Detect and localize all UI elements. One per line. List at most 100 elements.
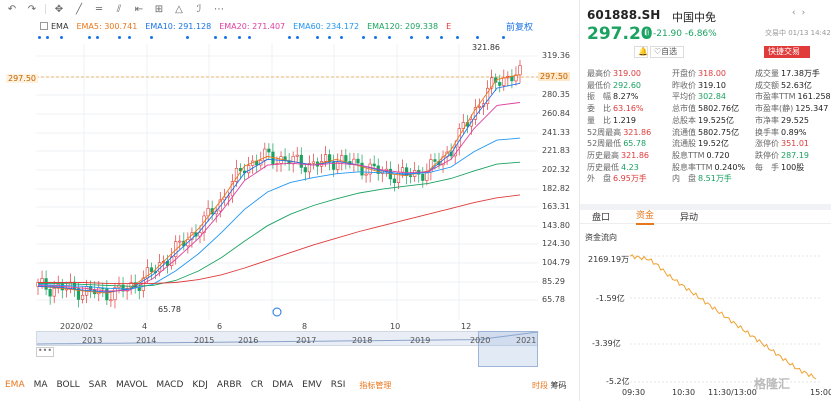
event-dot[interactable]: [288, 36, 291, 39]
event-dot[interactable]: [426, 36, 429, 39]
hline-tool-icon[interactable]: ═: [95, 3, 103, 15]
stat-cell: 历史最高 321.86: [587, 150, 649, 161]
event-dot[interactable]: [476, 36, 479, 39]
crosshair-icon[interactable]: ✥: [54, 3, 64, 15]
quick-trade-button[interactable]: 快捷交易: [764, 46, 810, 58]
ruler-icon[interactable]: ⊞: [154, 3, 164, 15]
share-time-button[interactable]: 时段: [532, 380, 548, 390]
event-dot[interactable]: [456, 36, 459, 39]
event-dot[interactable]: [328, 36, 331, 39]
stat-value: 29.525: [781, 115, 809, 125]
more-icon[interactable]: ⋯: [214, 3, 224, 15]
next-icon[interactable]: ›: [801, 8, 806, 18]
event-dot[interactable]: [118, 36, 121, 39]
stat-label: 历史最高: [587, 150, 619, 160]
flow-x-label: 10:30: [672, 388, 696, 397]
stat-label: 股息率TTM: [672, 162, 713, 172]
forward-icon[interactable]: ↷: [27, 3, 37, 15]
event-dot[interactable]: [214, 36, 217, 39]
event-dot[interactable]: [410, 36, 413, 39]
stat-label: 市盈率(静): [755, 104, 794, 114]
adjust-mode-button[interactable]: 前复权: [506, 23, 534, 33]
line-tool-icon[interactable]: ╱: [75, 3, 83, 15]
indicator-sar[interactable]: SAR: [88, 380, 107, 390]
stat-cell: 股息TTM 0.720: [672, 150, 729, 161]
text-icon[interactable]: ℐ: [196, 3, 202, 15]
indicator-rsi[interactable]: RSI: [330, 380, 346, 390]
flow-y-label: 2169.19万: [588, 255, 630, 264]
prev-icon[interactable]: ‹: [792, 8, 796, 18]
candle-body: [267, 148, 271, 153]
event-dot[interactable]: [502, 36, 505, 39]
tab-order-book[interactable]: 盘口: [592, 213, 611, 223]
indicator-emv[interactable]: EMV: [302, 380, 322, 390]
event-dot[interactable]: [38, 36, 41, 39]
event-dot[interactable]: [296, 36, 299, 39]
event-marker-icon[interactable]: [272, 307, 282, 317]
y-tick-label: 163.31: [542, 202, 570, 211]
event-dot[interactable]: [46, 36, 49, 39]
indicator-cr[interactable]: CR: [250, 380, 264, 390]
indicator-ema[interactable]: EMA: [5, 380, 25, 390]
indicator-boll[interactable]: BOLL: [56, 380, 80, 390]
y-tick-label: 260.84: [542, 109, 570, 118]
event-dot[interactable]: [224, 36, 227, 39]
event-dot[interactable]: [388, 36, 391, 39]
event-dot[interactable]: [316, 36, 319, 39]
stat-cell: 内 盘 8.51万手: [672, 173, 732, 184]
shape-icon[interactable]: △: [175, 3, 183, 15]
more-options-button[interactable]: •••: [36, 346, 54, 357]
flow-x-label: 09:30: [622, 388, 646, 397]
event-dot[interactable]: [248, 36, 251, 39]
alert-button[interactable]: 🔔: [634, 46, 648, 58]
price-chart[interactable]: 321.86 65.78: [0, 44, 538, 326]
event-dot[interactable]: [88, 36, 91, 39]
event-dot[interactable]: [128, 36, 131, 39]
navigator-window[interactable]: [478, 331, 538, 367]
event-dot[interactable]: [150, 36, 153, 39]
legend-item-ema10: EMA10: 291.128: [145, 21, 212, 31]
channel-icon[interactable]: ⫽: [116, 3, 122, 15]
event-dot[interactable]: [440, 36, 443, 39]
stat-cell: 平均价 302.84: [672, 91, 726, 102]
candle-body: [44, 278, 48, 290]
navigator-year: 2016: [238, 336, 259, 345]
indicator-arbr[interactable]: ARBR: [216, 380, 242, 390]
stat-label: 流通值: [672, 127, 696, 137]
zoom-icon[interactable]: ⇤: [134, 3, 144, 15]
indicator-dma[interactable]: DMA: [272, 380, 294, 390]
stat-cell: 昨收价 319.10: [672, 80, 726, 91]
event-dot[interactable]: [374, 36, 377, 39]
indicator-ma[interactable]: MA: [33, 380, 48, 390]
stat-cell: 跌停价 287.19: [755, 150, 809, 161]
stat-cell: 市盈率TTM 161.258: [755, 91, 831, 102]
tab-capital[interactable]: 资金: [636, 208, 655, 225]
indicator-mavol[interactable]: MAVOL: [115, 380, 148, 390]
chips-button[interactable]: 筹码: [550, 380, 567, 390]
event-dot[interactable]: [340, 36, 343, 39]
add-favorite-button[interactable]: ♡自选: [650, 46, 684, 58]
stat-label: 内 盘: [672, 174, 696, 184]
indicator-kdj[interactable]: KDJ: [192, 380, 208, 390]
candle-body: [113, 287, 117, 301]
event-dot[interactable]: [60, 36, 63, 39]
indicator-manager-button[interactable]: 指标管理: [359, 380, 392, 390]
legend-checkbox[interactable]: [40, 22, 48, 30]
stat-label: 涨停价: [755, 139, 779, 149]
event-dot[interactable]: [96, 36, 99, 39]
event-dot[interactable]: [238, 36, 241, 39]
legend-item-ema: EMA: [51, 21, 69, 31]
stat-label: 市盈率TTM: [755, 92, 796, 102]
indicator-macd[interactable]: MACD: [156, 380, 184, 390]
series-line-ema250: [38, 194, 521, 284]
down-arrow-icon: ↓: [642, 27, 653, 41]
tab-events[interactable]: 异动: [680, 213, 699, 223]
event-dot[interactable]: [186, 36, 189, 39]
series-line-ema20: [37, 102, 521, 292]
event-dot[interactable]: [362, 36, 365, 39]
back-icon[interactable]: ↶: [7, 3, 17, 15]
stat-cell: 流通股 19.52亿: [672, 138, 729, 149]
stat-label: 市净率: [755, 115, 779, 125]
stat-cell: 流通值 5802.75亿: [672, 127, 739, 138]
range-navigator[interactable]: [36, 331, 540, 346]
